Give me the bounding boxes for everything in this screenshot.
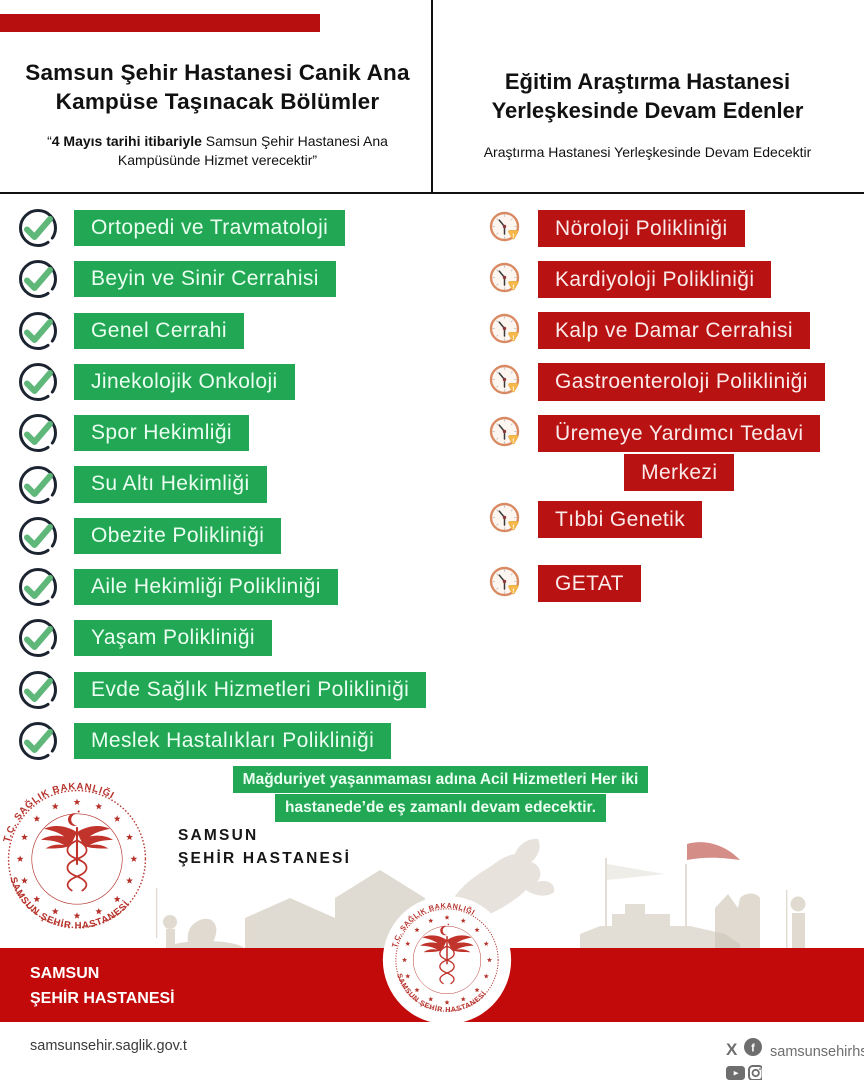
svg-text:!: ! bbox=[512, 437, 514, 444]
svg-text:!: ! bbox=[512, 335, 514, 342]
svg-text:!: ! bbox=[512, 386, 514, 393]
svg-text:f: f bbox=[751, 1043, 755, 1055]
svg-text:!: ! bbox=[512, 588, 514, 595]
svg-text:!: ! bbox=[512, 232, 514, 239]
svg-text:!: ! bbox=[512, 284, 514, 291]
svg-text:X: X bbox=[726, 1040, 738, 1059]
svg-text:T.C. SAĞLIK BAKANLIĞI: T.C. SAĞLIK BAKANLIĞI bbox=[2, 781, 117, 843]
svg-text:!: ! bbox=[512, 524, 514, 531]
